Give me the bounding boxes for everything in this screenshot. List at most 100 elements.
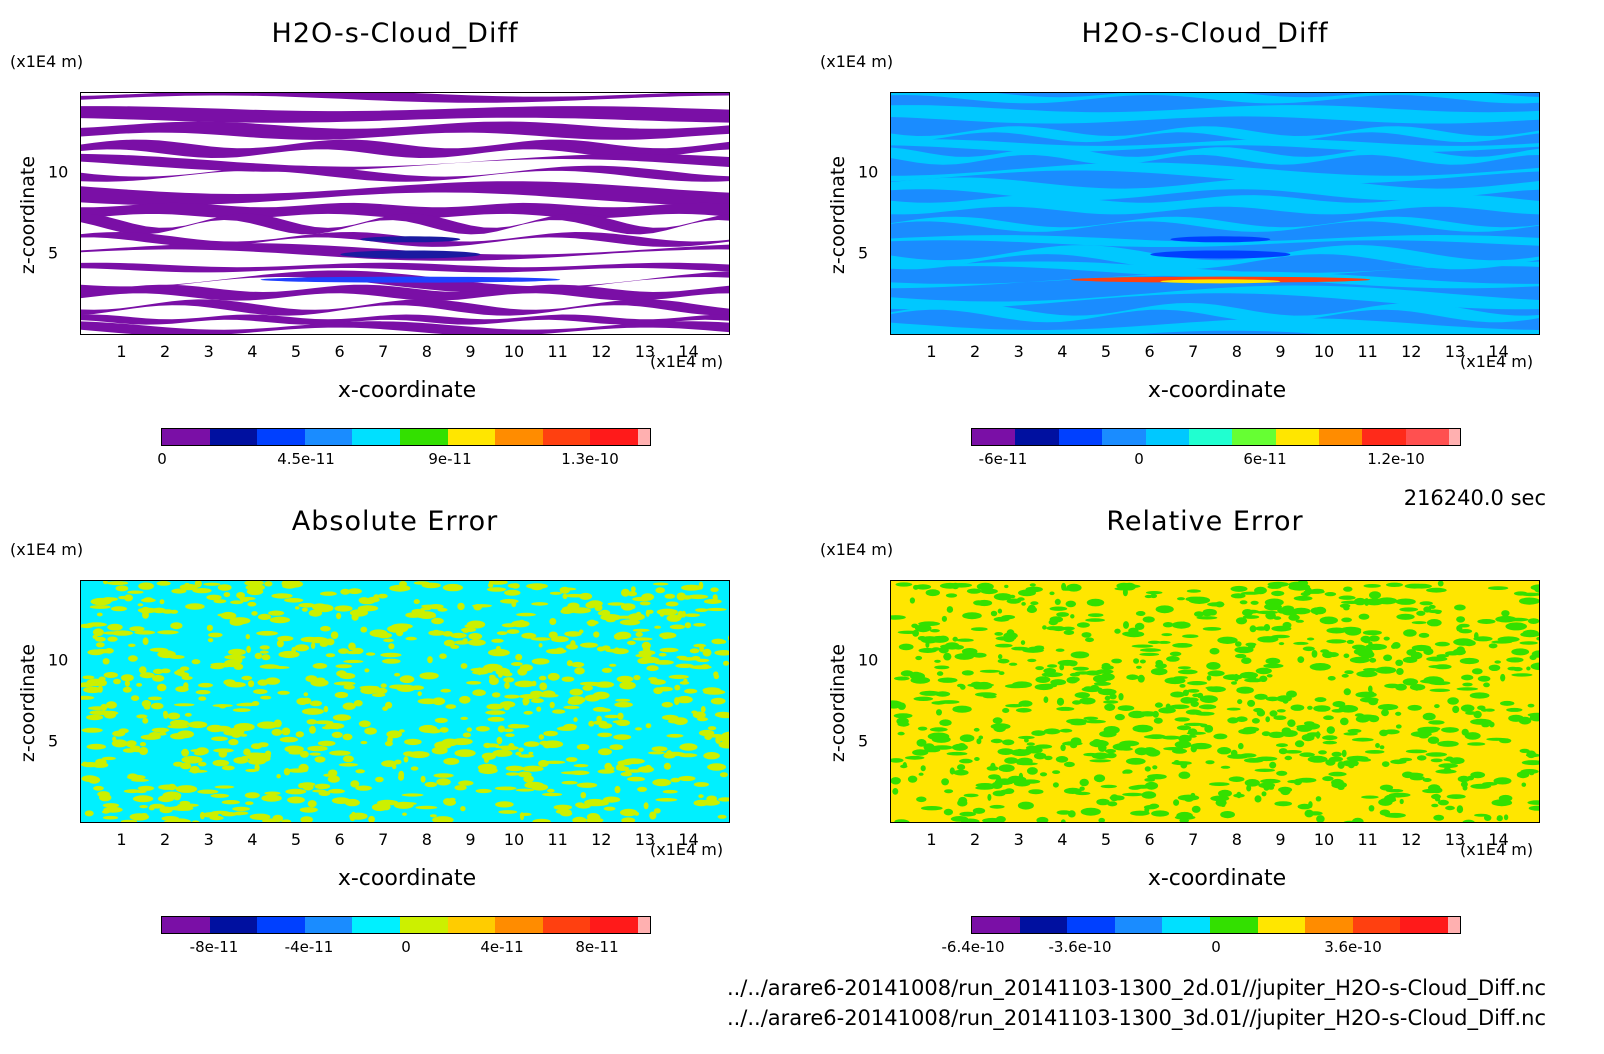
heatmap-svg: [891, 93, 1539, 334]
field-blob: [937, 677, 958, 683]
field-blob: [643, 802, 649, 810]
field-blob: [142, 637, 149, 645]
field-blob: [384, 807, 390, 811]
field-blob: [632, 628, 650, 632]
field-blob: [1227, 754, 1249, 759]
field-blob: [138, 582, 154, 590]
file-path-3d: ../../arare6-20141008/run_20141103-1300_…: [726, 1006, 1546, 1030]
field-blob: [976, 582, 994, 591]
field-blob: [1183, 743, 1189, 748]
field-blob: [1341, 718, 1347, 722]
field-blob: [1368, 685, 1373, 693]
field-blob: [1384, 683, 1401, 689]
field-blob: [684, 688, 698, 694]
field-blob: [1217, 636, 1238, 644]
field-blob: [1319, 616, 1338, 625]
field-blob: [305, 675, 318, 683]
field-blob: [1377, 704, 1399, 711]
field-blob: [891, 777, 901, 785]
field-blob: [973, 727, 980, 732]
field-blob: [698, 794, 704, 799]
heatmap-svg: [891, 581, 1539, 822]
field-blob: [245, 801, 254, 805]
field-blob: [325, 653, 336, 658]
field-blob: [979, 669, 1001, 673]
field-blob: [1351, 737, 1374, 742]
field-blob: [550, 676, 559, 680]
field-blob: [595, 681, 615, 688]
field-blob: [1526, 750, 1536, 759]
field-blob: [1499, 738, 1512, 744]
file-path-2d: ../../arare6-20141008/run_20141103-1300_…: [726, 976, 1546, 1000]
x-tick-label: 11: [547, 342, 568, 361]
field-blob: [436, 778, 451, 786]
field-blob: [329, 750, 351, 756]
field-blob: [1186, 589, 1201, 593]
x-tick-label: 10: [503, 342, 525, 361]
field-band: [891, 195, 1539, 215]
field-blob: [1428, 784, 1441, 792]
field-blob: [1049, 591, 1055, 596]
x-tick-label: 1: [926, 342, 937, 361]
field-blob: [122, 748, 136, 753]
field-blob: [994, 632, 1003, 636]
field-blob: [179, 583, 198, 591]
field-blob: [300, 816, 313, 822]
field-blob: [159, 806, 173, 814]
field-blob: [1466, 775, 1474, 781]
field-bands: [891, 93, 1539, 334]
field-blob: [539, 682, 548, 691]
field-blob: [1375, 666, 1397, 674]
field-blob: [1383, 654, 1393, 662]
field-blob: [1017, 801, 1034, 810]
field-blob: [563, 705, 580, 710]
field-blob: [1323, 650, 1330, 654]
field-blob: [1322, 735, 1338, 741]
field-band: [891, 162, 1539, 184]
field-blob: [1027, 604, 1036, 612]
field-blob: [959, 758, 973, 764]
field-blob: [475, 788, 492, 794]
field-blob: [403, 751, 416, 757]
field-blob: [261, 654, 271, 661]
x-tick-label: 1: [116, 342, 127, 361]
field-blob: [1307, 755, 1328, 763]
field-blob: [148, 805, 155, 811]
field-blob: [1104, 703, 1116, 711]
field-blob: [1512, 667, 1523, 672]
field-blob: [590, 800, 609, 806]
field-blob: [491, 692, 501, 698]
field-blob: [1255, 756, 1278, 762]
field-blob: [1081, 632, 1092, 638]
field-band: [891, 93, 1539, 104]
x-tick-label: 8: [421, 342, 432, 361]
field-blob: [377, 799, 399, 806]
field-blob: [1399, 607, 1419, 612]
field-blob: [1056, 810, 1072, 815]
field-blob: [519, 812, 525, 821]
field-blob: [1307, 705, 1313, 710]
field-blob: [1386, 582, 1403, 587]
field-blob: [202, 812, 219, 818]
field-blob: [239, 596, 256, 601]
field-blob: [1391, 793, 1405, 798]
y-unit-label: (x1E4 m): [820, 540, 894, 559]
colorbar-segment: [352, 429, 401, 445]
colorbar-segment: [447, 917, 496, 933]
field-blob: [576, 782, 598, 788]
colorbar-segment: [638, 429, 650, 445]
field-blob: [669, 624, 686, 630]
field-blob: [684, 622, 692, 629]
field-blob: [177, 730, 194, 739]
field-blob: [312, 789, 327, 793]
field-blob: [659, 632, 677, 639]
field-blob: [1132, 724, 1154, 733]
field-blob: [1363, 668, 1379, 672]
field-blob: [1192, 693, 1201, 698]
field-blob: [1207, 670, 1225, 677]
field-blob: [1153, 717, 1163, 724]
field-blob: [291, 646, 296, 655]
field-blob: [248, 680, 255, 688]
field-blob: [1079, 786, 1085, 791]
field-blob: [1173, 676, 1188, 680]
